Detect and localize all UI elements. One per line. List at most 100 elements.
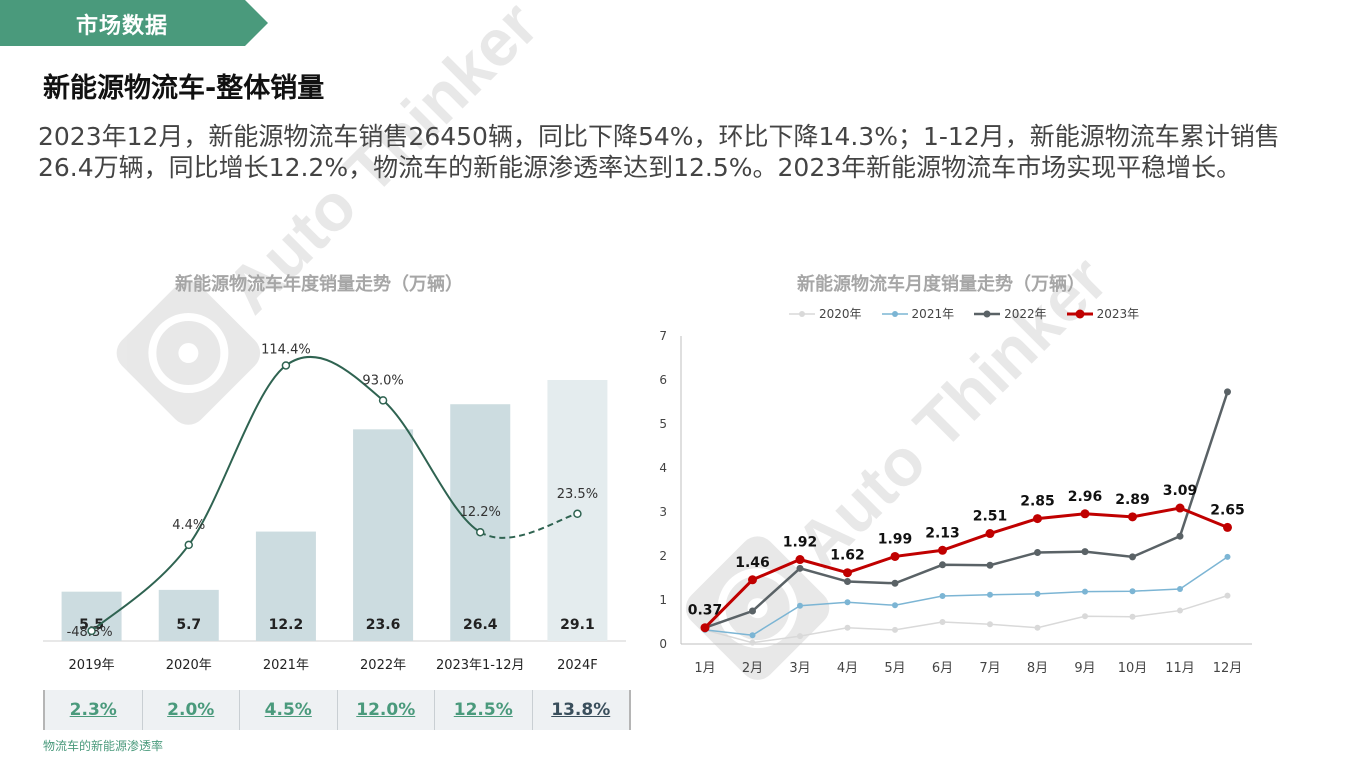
- series-point-1: [749, 632, 756, 639]
- series-point-2: [939, 561, 946, 569]
- penetration-cell: 2.3%: [45, 690, 143, 730]
- series-point-1: [844, 599, 851, 606]
- series-point-2: [891, 579, 899, 587]
- series-point-1: [1129, 588, 1136, 595]
- series-point-3: [890, 551, 900, 561]
- series-point-1: [987, 591, 993, 598]
- annual-bar-value: 5.7: [176, 617, 201, 633]
- monthly-chart-title: 新能源物流车月度销量走势（万辆）: [797, 274, 1085, 295]
- page-title: 新能源物流车-整体销量: [43, 73, 325, 104]
- series-point-1: [1177, 586, 1183, 592]
- monthly-y-tick: 4: [659, 461, 667, 475]
- legend-label: 2021年: [911, 307, 955, 321]
- series-point-2: [1176, 532, 1184, 540]
- series-point-1: [797, 602, 803, 609]
- series-point-0: [892, 626, 898, 633]
- growth-point: [87, 626, 96, 636]
- annual-bar-value: 23.6: [366, 617, 401, 633]
- monthly-x-tick: 11月: [1165, 661, 1195, 676]
- series-point-2: [1129, 553, 1136, 561]
- series-data-label: 2.65: [1210, 502, 1245, 518]
- section-tag: 市场数据: [0, 0, 268, 46]
- annual-chart-title: 新能源物流车年度销量走势（万辆）: [175, 274, 463, 295]
- legend-label: 2022年: [1004, 307, 1047, 321]
- annual-category-label: 2024F: [557, 658, 598, 673]
- series-point-0: [844, 624, 851, 631]
- legend-label: 2023年: [1096, 307, 1140, 321]
- monthly-y-tick: 5: [659, 417, 667, 431]
- growth-point: [378, 396, 388, 405]
- monthly-x-tick: 3月: [789, 661, 810, 676]
- growth-point: [476, 527, 485, 537]
- monthly-y-tick: 1: [659, 593, 667, 607]
- series-point-0: [939, 619, 946, 625]
- monthly-x-tick: 8月: [1027, 661, 1048, 676]
- series-data-label: 2.13: [925, 525, 960, 541]
- annual-category-label: 2023年1-12月: [436, 658, 525, 673]
- monthly-x-tick: 2月: [742, 661, 763, 676]
- growth-label: 23.5%: [557, 487, 598, 502]
- penetration-cell: 2.0%: [143, 690, 240, 730]
- penetration-caption: 物流车的新能源渗透率: [43, 739, 164, 753]
- series-data-label: 1.99: [878, 531, 913, 547]
- series-point-3: [795, 555, 805, 565]
- series-point-2: [844, 578, 851, 586]
- monthly-x-tick: 6月: [932, 661, 953, 676]
- penetration-value: 4.5%: [264, 700, 312, 720]
- growth-point: [281, 361, 291, 370]
- penetration-value: 12.0%: [356, 700, 416, 720]
- penetration-cell: 12.0%: [338, 690, 435, 730]
- annual-bar-value: 5.5: [79, 617, 104, 633]
- monthly-x-tick: 12月: [1213, 661, 1243, 676]
- annual-bar-value: 29.1: [560, 617, 595, 633]
- annual-bar: [158, 589, 219, 641]
- monthly-y-tick: 6: [659, 373, 667, 387]
- penetration-table: 2.3% 2.0% 4.5% 12.0% 12.5% 13.8%: [43, 690, 631, 730]
- annual-bar: [353, 429, 414, 641]
- monthly-x-tick: 4月: [837, 661, 858, 676]
- annual-bar: [450, 404, 511, 641]
- growth-forecast-line: [479, 512, 578, 539]
- growth-point: [184, 540, 193, 550]
- legend-item: 2022年: [974, 305, 1047, 322]
- series-point-0: [1129, 613, 1136, 620]
- series-point-3: [1175, 503, 1185, 513]
- series-data-label: 2.89: [1115, 492, 1150, 508]
- legend-swatch: [789, 310, 815, 317]
- series-line-3: [703, 506, 1229, 629]
- annual-category-label: 2020年: [166, 658, 212, 673]
- monthly-chart-legend: 2020年 2021年 2022年 2023年: [789, 305, 1139, 322]
- monthly-x-tick: 9月: [1074, 661, 1095, 676]
- series-point-2: [796, 564, 804, 572]
- penetration-value: 12.5%: [453, 700, 513, 720]
- monthly-y-tick: 7: [659, 329, 667, 343]
- series-line-2: [704, 391, 1229, 629]
- series-point-1: [939, 593, 946, 600]
- growth-label: 114.4%: [261, 342, 311, 357]
- series-point-3: [1080, 509, 1090, 519]
- series-data-label: 2.85: [1020, 494, 1055, 510]
- legend-swatch: [881, 310, 908, 317]
- series-point-2: [1224, 388, 1231, 396]
- legend-item: 2023年: [1066, 305, 1140, 322]
- growth-point: [573, 509, 582, 519]
- legend-item: 2020年: [789, 305, 862, 322]
- series-point-2: [1081, 548, 1089, 556]
- series-data-label: 3.09: [1163, 483, 1198, 499]
- monthly-y-tick: 0: [659, 637, 667, 651]
- series-point-3: [1223, 522, 1232, 532]
- series-point-3: [700, 623, 710, 633]
- series-data-label: 2.96: [1068, 489, 1103, 505]
- legend-swatch: [974, 310, 1001, 317]
- series-point-3: [985, 529, 995, 539]
- legend-item: 2021年: [881, 305, 955, 322]
- section-tag-label: 市场数据: [76, 14, 169, 39]
- legend-label: 2020年: [819, 307, 862, 321]
- penetration-cell: 4.5%: [240, 690, 338, 730]
- series-point-2: [986, 561, 994, 569]
- series-line-1: [704, 556, 1228, 636]
- series-point-1: [1224, 553, 1231, 560]
- penetration-value: 13.8%: [551, 700, 611, 720]
- penetration-cell: 13.8%: [533, 690, 630, 730]
